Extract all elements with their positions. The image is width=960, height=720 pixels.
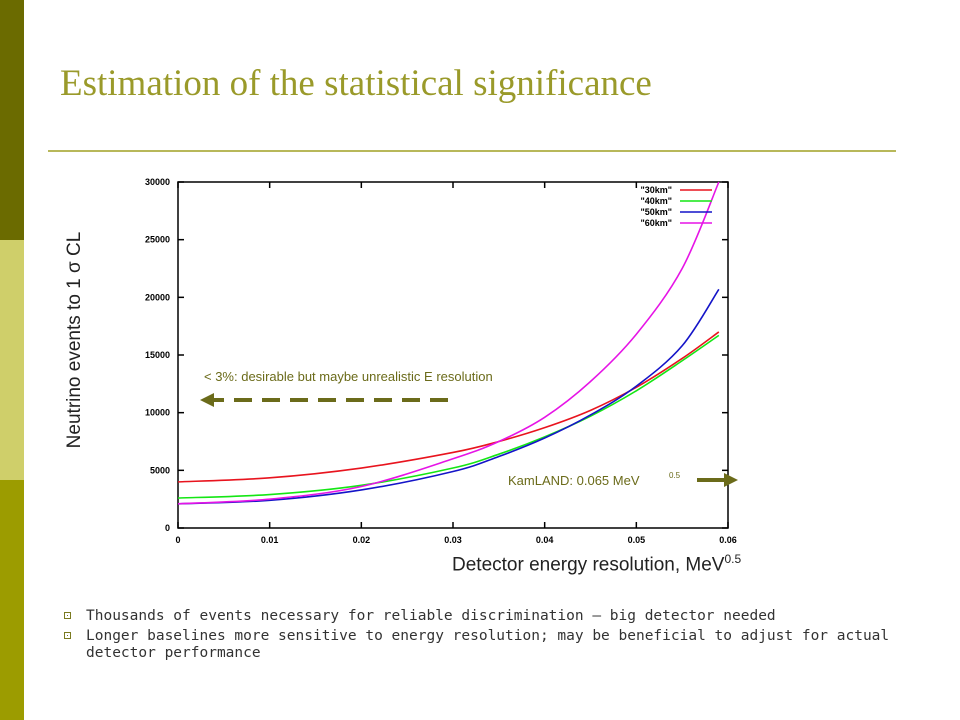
- bullet-item: Longer baselines more sensitive to energ…: [62, 628, 922, 662]
- x-tick-label: 0.02: [353, 535, 371, 545]
- legend-label: "50km": [640, 207, 672, 217]
- series-line: [177, 331, 720, 483]
- arrow-right-icon: [724, 473, 738, 487]
- legend-label: "40km": [640, 196, 672, 206]
- x-tick-label: 0: [175, 535, 180, 545]
- y-tick-label: 25000: [145, 235, 170, 245]
- annotation-kamland-text: KamLAND: 0.065 MeV: [508, 473, 640, 488]
- x-tick-label: 0.04: [536, 535, 554, 545]
- annotation-kamland-sup: 0.5: [669, 471, 681, 480]
- slide-sidebar: [0, 0, 24, 720]
- title-divider: [48, 150, 896, 152]
- series-line: [177, 288, 720, 505]
- x-tick-label: 0.03: [444, 535, 462, 545]
- legend-label: "60km": [640, 218, 672, 228]
- y-tick-label: 0: [165, 523, 170, 533]
- y-tick-label: 10000: [145, 408, 170, 418]
- square-bullet-icon: [64, 632, 71, 639]
- sidebar-block-bottom: [0, 480, 24, 720]
- x-tick-label: 0.06: [719, 535, 737, 545]
- slide-title: Estimation of the statistical significan…: [60, 63, 652, 104]
- sidebar-block-middle: [0, 240, 24, 480]
- x-tick-label: 0.05: [628, 535, 646, 545]
- series-line: [177, 181, 720, 505]
- bullet-item: Thousands of events necessary for reliab…: [62, 608, 922, 625]
- annotation-resolution-text: < 3%: desirable but maybe unrealistic E …: [204, 369, 493, 384]
- y-tick-label: 20000: [145, 292, 170, 302]
- x-axis-label: Detector energy resolution, MeV0.5: [452, 552, 742, 576]
- legend-label: "30km": [640, 185, 672, 195]
- series-line: [177, 334, 720, 499]
- square-bullet-icon: [64, 612, 71, 619]
- x-tick-label: 0.01: [261, 535, 279, 545]
- plot-frame: [177, 181, 729, 529]
- bullet-list: Thousands of events necessary for reliab…: [62, 608, 922, 665]
- sidebar-block-top: [0, 0, 24, 240]
- arrow-left-icon: [200, 393, 214, 407]
- y-tick-label: 15000: [145, 350, 170, 360]
- y-tick-label: 5000: [150, 465, 170, 475]
- y-tick-label: 30000: [145, 177, 170, 187]
